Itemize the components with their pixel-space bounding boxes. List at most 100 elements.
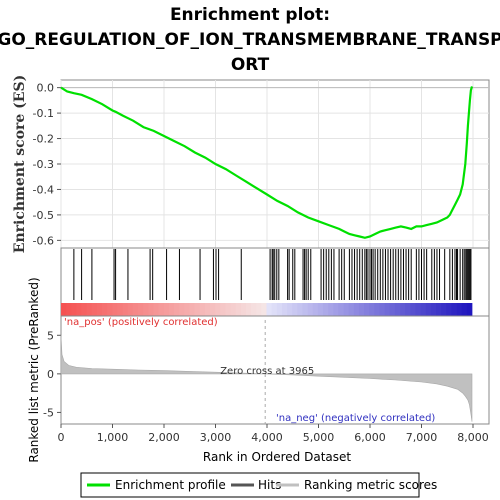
es-y-tick-label: -0.3: [33, 158, 54, 171]
metric-y-axis-label: Ranked list metric (PreRanked): [27, 277, 41, 462]
rank-bar-segment: [225, 303, 231, 316]
es-y-axis-label: Enrichment score (ES): [12, 75, 28, 253]
rank-bar-segment: [425, 303, 432, 316]
rank-bar-segment: [348, 303, 355, 316]
es-y-tick-label: -0.1: [33, 107, 54, 120]
rank-bar-segment: [204, 303, 211, 316]
x-tick-label: 4,000: [251, 431, 283, 444]
es-y-tick-label: -0.5: [33, 209, 54, 222]
rank-bar-segment: [317, 303, 324, 316]
rank-bar-segment: [261, 303, 267, 316]
legend-label-hits: Hits: [258, 478, 281, 492]
rank-bar-segment: [415, 303, 421, 316]
rank-bar-segment: [132, 303, 139, 316]
metric-y-tick-label: 5: [47, 329, 54, 342]
rank-bar-segment: [251, 303, 257, 316]
rank-bar-segment: [209, 303, 216, 316]
rank-bar-segment: [117, 303, 124, 316]
legend: Enrichment profile Hits Ranking metric s…: [80, 472, 437, 498]
rank-bar-segment: [333, 303, 339, 316]
rank-bar-segment: [384, 303, 391, 316]
x-tick-label: 6,000: [354, 431, 386, 444]
chart-title-line2: GO_REGULATION_OF_ION_TRANSMEMBRANE_TRANS…: [0, 30, 500, 50]
rank-bar-segment: [446, 303, 452, 316]
rank-bar-segment: [245, 303, 252, 316]
rank-bar-segment: [369, 303, 375, 316]
x-tick-label: 2,000: [148, 431, 180, 444]
metric-y-ticks: 5 0 -5: [43, 329, 61, 419]
rank-bar-segment: [405, 303, 411, 316]
metric-y-tick-label: -5: [43, 406, 54, 419]
rank-bar-segment: [266, 303, 273, 316]
rank-bar-segment: [410, 303, 416, 316]
x-tick-label: 0: [58, 431, 65, 444]
es-y-tick-label: -0.2: [33, 133, 54, 146]
x-tick-label: 1,000: [97, 431, 129, 444]
rank-bar-segment: [436, 303, 442, 316]
rank-bar-segment: [307, 303, 314, 316]
rank-bar-segment: [338, 303, 344, 316]
rank-bar-segment: [127, 303, 134, 316]
rank-bar-segment: [441, 303, 447, 316]
rank-bar-segment: [102, 303, 108, 316]
rank-bar-segment: [189, 303, 195, 316]
rank-bar-segment: [420, 303, 427, 316]
rank-bar-segment: [456, 303, 463, 316]
rank-bar-segment: [86, 303, 93, 316]
rank-bar-segment: [96, 303, 103, 316]
rank-bar-segment: [328, 303, 334, 316]
rank-bar-segment: [184, 303, 190, 316]
rank-bar-segment: [143, 303, 149, 316]
rank-bar-segment: [194, 303, 201, 316]
rank-bar-segment: [461, 303, 468, 316]
enrichment-profile-line: [60, 86, 474, 239]
rank-bar-segment: [122, 303, 129, 316]
rank-bar-segment: [112, 303, 118, 316]
rank-bar-segment: [343, 303, 350, 316]
rank-bar-segment: [466, 303, 473, 316]
legend-label-enrichment-profile: Enrichment profile: [115, 478, 226, 492]
chart-title-line1: Enrichment plot:: [170, 5, 330, 25]
rank-bar-segment: [379, 303, 386, 316]
rank-bar-segment: [271, 303, 278, 316]
x-axis-ticks: 0 1,000 2,000 3,000 4,000 5,000 6,000 7,000 8,00…: [58, 424, 489, 444]
rank-bar-segment: [358, 303, 365, 316]
zero-cross-label: Zero cross at 3965: [220, 366, 314, 377]
rank-bar-segment: [76, 303, 82, 316]
positive-correlation-label: 'na_pos' (positively correlated): [64, 317, 218, 328]
rank-bar-segment: [91, 303, 98, 316]
es-y-ticks: 0.0 -0.1 -0.2 -0.3 -0.4 -0.5 -0.6: [33, 82, 61, 247]
rank-bar-segment: [107, 303, 113, 316]
x-axis-label: Rank in Ordered Dataset: [203, 450, 351, 464]
rank-bar-segment: [148, 303, 154, 316]
x-tick-label: 7,000: [406, 431, 438, 444]
rank-bar-segment: [353, 303, 360, 316]
rank-bar-segment: [374, 303, 380, 316]
rank-bar-segment: [71, 303, 77, 316]
rank-bar-segment: [276, 303, 283, 316]
rank-bar-segment: [174, 303, 180, 316]
es-gridlines: [60, 80, 489, 248]
x-tick-label: 3,000: [200, 431, 232, 444]
es-y-tick-label: -0.6: [33, 234, 54, 247]
rank-bar-segment: [430, 303, 437, 316]
rank-bar-segment: [256, 303, 262, 316]
es-y-tick-label: -0.4: [33, 183, 54, 196]
hit-marks: [73, 249, 472, 300]
rank-bar-segment: [312, 303, 319, 316]
es-y-tick-label: 0.0: [37, 82, 55, 95]
x-tick-label: 8,000: [457, 431, 489, 444]
rank-bar-segment: [451, 303, 457, 316]
rank-color-bar: [61, 303, 473, 316]
rank-bar-segment: [61, 303, 67, 316]
rank-bar-segment: [297, 303, 303, 316]
x-tick-label: 5,000: [303, 431, 335, 444]
negative-correlation-label: 'na_neg' (negatively correlated): [276, 413, 435, 424]
rank-bar-segment: [281, 303, 288, 316]
rank-bar-segment: [292, 303, 298, 316]
rank-bar-segment: [240, 303, 247, 316]
rank-bar-segment: [287, 303, 293, 316]
rank-bar-segment: [235, 303, 242, 316]
rank-bar-segment: [66, 303, 72, 316]
